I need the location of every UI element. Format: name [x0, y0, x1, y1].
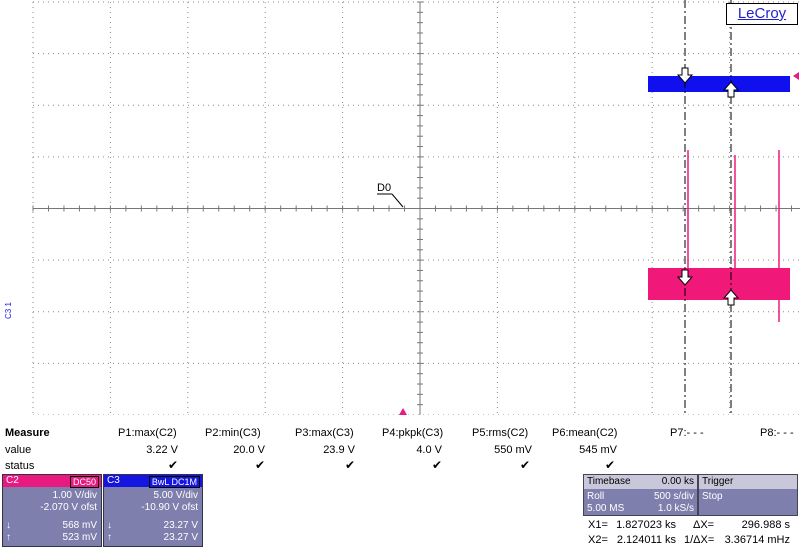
- timebase-samples: 5.00 MS: [587, 503, 625, 514]
- param-p6-name[interactable]: P6:mean(C2): [552, 427, 618, 439]
- measure-value-label: value: [5, 444, 32, 456]
- cursor-inverse-dx-label: 1/ΔX=: [684, 534, 715, 546]
- timebase-descriptor[interactable]: Timebase 0.00 ks Roll 500 s/div 5.00 MS …: [583, 474, 698, 516]
- channel-c2-coupling-tag: DC50: [69, 476, 99, 488]
- cursor-x2-value: 2.124011 ks: [616, 534, 676, 546]
- channel-offset-markers: C3 1: [4, 302, 13, 319]
- measure-status-label: status: [5, 460, 35, 472]
- oscilloscope-display: D0 C3 1: [4, 0, 800, 415]
- cursor-dx-label: ΔX=: [693, 519, 715, 531]
- cursor-x1-value: 1.827023 ks: [616, 519, 676, 531]
- trigger-level-icon[interactable]: [793, 72, 799, 80]
- channel-c3-offset: -10.90 V ofst: [141, 502, 198, 513]
- channel-c2-cursor2-value: 523 mV: [62, 532, 97, 543]
- timebase-rate: 1.0 kS/s: [657, 503, 694, 514]
- channel-c2-offset: -2.070 V ofst: [40, 502, 97, 513]
- channel-c3-descriptor[interactable]: C3 BwL DC1M 5.00 V/div -10.90 V ofst ↓ 2…: [103, 474, 203, 547]
- param-p3-status-icon: ✔: [344, 458, 356, 472]
- cursor-down-arrow-icon: ↓: [6, 520, 11, 531]
- timebase-mode: Roll: [587, 491, 605, 502]
- channel-c3-cursor2-value: 23.27 V: [163, 532, 198, 543]
- param-p5-value: 550 mV: [494, 444, 532, 456]
- trace-c3-band: [648, 76, 790, 92]
- graticule: [32, 1, 800, 415]
- cursor-inverse-dx-value: 3.36714 mHz: [724, 534, 790, 546]
- cursor-up-arrow-icon: ↑: [107, 532, 112, 543]
- cursor-down-arrow-icon: ↓: [107, 520, 112, 531]
- trace-c2: [648, 150, 790, 322]
- channel-c2-cursor1-value: 568 mV: [62, 520, 97, 531]
- channel-c3-cursor1-value: 23.27 V: [163, 520, 198, 531]
- param-p3-name[interactable]: P3:max(C3): [295, 427, 354, 439]
- trigger-title: Trigger: [702, 476, 734, 487]
- param-p2-status-icon: ✔: [254, 458, 266, 472]
- brand-logo: LeCroy: [726, 3, 798, 25]
- param-p7-name[interactable]: P7:- - -: [670, 427, 704, 439]
- channel-c2-label: C2: [6, 475, 19, 486]
- param-p3-value: 23.9 V: [323, 444, 355, 456]
- param-p8-name[interactable]: P8:- - -: [760, 427, 794, 439]
- param-p2-name[interactable]: P2:min(C3): [205, 427, 261, 439]
- param-p5-status-icon: ✔: [519, 458, 531, 472]
- trigger-descriptor[interactable]: Trigger Stop: [698, 474, 798, 516]
- param-p4-value: 4.0 V: [416, 444, 442, 456]
- param-p4-name[interactable]: P4:pkpk(C3): [382, 427, 444, 439]
- param-p2-value: 20.0 V: [233, 444, 265, 456]
- trace-c2-band: [648, 268, 790, 300]
- channel-c2-descriptor[interactable]: C2 DC50 1.00 V/div -2.070 V ofst ↓ 568 m…: [2, 474, 102, 547]
- trigger-position-icon[interactable]: [399, 408, 407, 415]
- channel-c3-vdiv: 5.00 V/div: [153, 490, 198, 501]
- timebase-tdiv: 500 s/div: [653, 491, 694, 502]
- channel-c3-header: C3 BwL DC1M: [104, 475, 202, 488]
- param-p1-value: 3.22 V: [146, 444, 178, 456]
- param-p1-name[interactable]: P1:max(C2): [118, 427, 177, 439]
- cursor-x1-label: X1=: [588, 519, 608, 531]
- cursor-dx-value: 296.988 s: [741, 519, 790, 531]
- trace-label-d0: D0: [377, 182, 391, 194]
- timebase-delay: 0.00 ks: [661, 476, 694, 487]
- cursor-x2-label: X2=: [588, 534, 608, 546]
- trace-c3: [648, 76, 790, 92]
- param-p5-name[interactable]: P5:rms(C2): [472, 427, 529, 439]
- cursor-arrow-icon: [676, 67, 740, 306]
- channel-c2-header: C2 DC50: [3, 475, 101, 488]
- trigger-state: Stop: [702, 491, 723, 502]
- timebase-header: Timebase 0.00 ks: [584, 475, 697, 489]
- timebase-title: Timebase: [587, 476, 631, 487]
- param-p6-value: 545 mV: [579, 444, 617, 456]
- cursor-up-arrow-icon: ↑: [6, 532, 11, 543]
- measure-title: Measure: [5, 427, 50, 439]
- trigger-header: Trigger: [699, 475, 797, 489]
- param-p4-status-icon: ✔: [431, 458, 443, 472]
- channel-c3-coupling-tag: BwL DC1M: [148, 476, 200, 488]
- trace-label-d0-leader: [391, 193, 404, 208]
- param-p1-status-icon: ✔: [167, 458, 179, 472]
- param-p6-status-icon: ✔: [604, 458, 616, 472]
- channel-c2-vdiv: 1.00 V/div: [52, 490, 97, 501]
- channel-c3-label: C3: [107, 475, 120, 486]
